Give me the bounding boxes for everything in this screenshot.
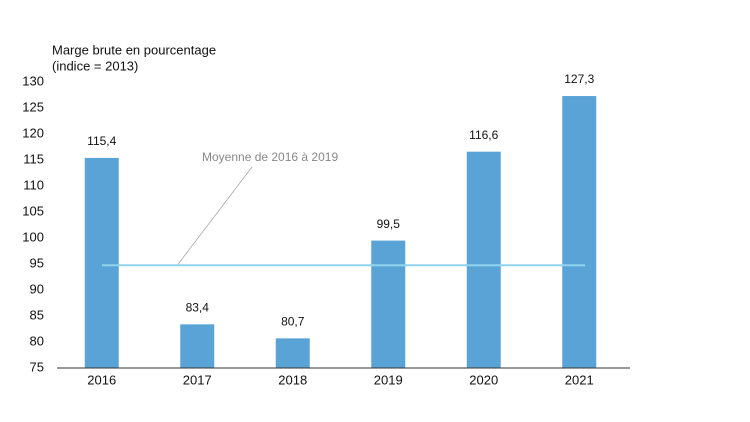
y-tick-label: 120 <box>22 125 44 140</box>
y-tick-label: 130 <box>22 73 44 88</box>
y-tick-label: 85 <box>30 307 44 322</box>
average-label: Moyenne de 2016 à 2019 <box>202 150 338 164</box>
x-tick-label: 2021 <box>565 372 594 387</box>
bar <box>84 157 119 368</box>
x-tick-label: 2017 <box>183 372 212 387</box>
data-label: 116,6 <box>469 128 498 142</box>
y-tick-label: 100 <box>22 229 44 244</box>
bar <box>466 151 501 368</box>
y-tick-label: 110 <box>23 177 44 192</box>
y-tick-label: 105 <box>22 203 44 218</box>
bar <box>275 338 310 368</box>
annotation-leader <box>177 166 253 265</box>
y-tick-label: 90 <box>30 281 44 296</box>
y-tick-label: 75 <box>30 359 44 374</box>
x-tick-label: 2019 <box>374 372 403 387</box>
y-axis-title: Marge brute en pourcentage <box>52 42 216 57</box>
y-tick-label: 80 <box>30 333 44 348</box>
y-tick-label: 125 <box>22 99 44 114</box>
bar <box>371 240 406 368</box>
bar <box>180 324 215 368</box>
y-tick-label: 95 <box>30 255 44 270</box>
x-tick-label: 2018 <box>278 372 307 387</box>
x-tick-label: 2016 <box>87 372 116 387</box>
y-tick-label: 115 <box>23 151 44 166</box>
x-tick-label: 2020 <box>469 372 498 387</box>
y-axis-title: (indice = 2013) <box>52 58 138 73</box>
data-label: 83,4 <box>186 300 210 314</box>
data-label: 80,7 <box>281 315 305 329</box>
data-label: 99,5 <box>377 217 401 231</box>
data-label: 115,4 <box>87 134 116 148</box>
bar <box>562 96 597 368</box>
data-label: 127,3 <box>564 72 594 86</box>
